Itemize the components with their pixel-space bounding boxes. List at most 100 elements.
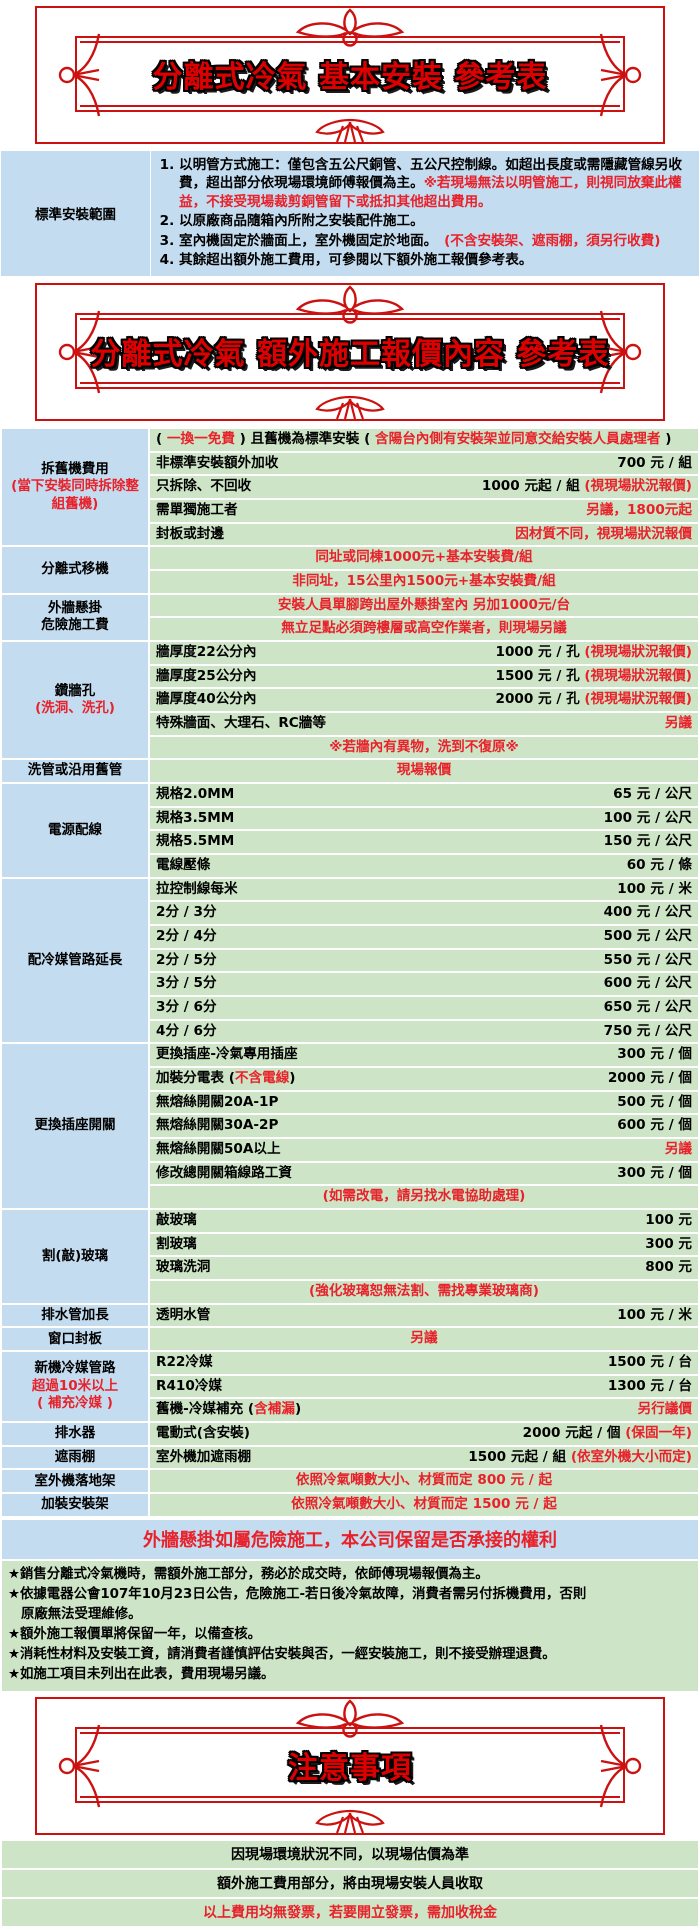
item-name: 電動式(含安裝) (156, 1425, 250, 1442)
item-name: 透明水管 (156, 1306, 211, 1323)
table-row: 加裝安裝架 依照冷氣噸數大小、材質而定 1500 元 / 起 (2, 1494, 698, 1516)
price-item-cell: 2分 / 3分 400 元 / 公尺 (150, 902, 698, 925)
category-cell: 割(敲)玻璃 (2, 1210, 148, 1303)
banner-basic-install-title: 分離式冷氣 基本安裝 參考表 (152, 60, 548, 95)
price-item-cell: 2分 / 4分 500 元 / 公尺 (150, 926, 698, 948)
table-row: 拆舊機費用 (當下安裝同時拆除整組舊機)( 一換一免費 ) 且舊機為標準安裝 ( … (2, 428, 698, 546)
item-name: 電線壓條 (156, 857, 211, 873)
extra-work-price-table: 拆舊機費用 (當下安裝同時拆除整組舊機)( 一換一免費 ) 且舊機為標準安裝 ( … (0, 427, 700, 1518)
category-sublabel: 超過10米以上 (31, 1377, 119, 1394)
item-name: 更換插座-冷氣專用插座 (156, 1046, 298, 1063)
mixed-segment: 一換一免費 (166, 430, 235, 447)
item-price-note: (視現場狀況報價) (584, 691, 692, 708)
item-name: 3分 / 5分 (156, 975, 217, 992)
footnote-line: ★依據電器公會107年10月23日公告，危險施工-若日後冷氣故障，消費者需另付拆… (8, 1586, 587, 1602)
price-note-cell: (如需改電，請另找水電協助處理) (150, 1186, 698, 1209)
price-item-cell: 特殊牆面、大理石、RC牆等 另議 (150, 712, 698, 735)
category-sublabel: (當下安裝同時拆除整組舊機) (11, 478, 139, 512)
category-cell: 加裝安裝架 (2, 1494, 148, 1516)
category-label: 加裝安裝架 (41, 1496, 109, 1513)
table-row: 割玻璃 300 元 (2, 1233, 698, 1256)
price-note-cell: 同址或同棟1000元+基本安裝費/組 (150, 547, 698, 569)
table-row: 舊機-冷媒補充 (含補漏) 另行議價 (2, 1399, 698, 1422)
price-item-cell: 割玻璃 300 元 (150, 1233, 698, 1256)
item-price: 500 元 / 公尺 (603, 928, 692, 945)
item-name: 修改總開關箱線路工資 (156, 1164, 292, 1181)
price-item-cell: 電線壓條 60 元 / 條 (150, 855, 698, 877)
item-name: 加裝分電表 ( (156, 1070, 235, 1087)
table-row: 需單獨施工者 另議，1800元起 (2, 499, 698, 522)
item-price: 300 元 (645, 1235, 692, 1252)
category-cell: 電源配線 (2, 783, 148, 877)
item-name: 敲玻璃 (156, 1212, 197, 1229)
category-cell: 洗管或沿用舊管 (2, 760, 148, 782)
table-row: 更換插座開關 更換插座-冷氣專用插座 300 元 / 個 (2, 1044, 698, 1209)
price-item-cell: 無熔絲開關30A-2P 600 元 / 個 (150, 1115, 698, 1138)
category-label: 排水管加長 (41, 1306, 109, 1323)
standard-install-table: 標準安裝範圍 以明管方式施工：僅包含五公尺銅管、五公尺控制線。如超出長度或需隱藏… (0, 150, 700, 277)
banner-inner-frame: 注意事項 (75, 1727, 625, 1803)
notice-row: 額外施工費用部分，將由現場安裝人員收取 (2, 1870, 698, 1897)
mixed-segment: 含陽台內側有安裝架並同意交給安裝人員處理者 (375, 430, 661, 447)
item-price: 800 元 (645, 1259, 692, 1276)
price-item-cell: 封板或封邊 因材質不同，視現場狀況報價 (150, 523, 698, 546)
item-price: 另議 (664, 714, 692, 731)
category-label: 新機冷媒管路 (34, 1360, 116, 1377)
category-cell: 拆舊機費用 (當下安裝同時拆除整組舊機) (2, 428, 148, 546)
footnote-line: ★如施工項目未列出在此表，費用現場另議。 (8, 1666, 275, 1682)
table-row: 4分 / 6分 750 元 / 公尺 (2, 1020, 698, 1043)
danger-work-warning-bar: 外牆懸掛如屬危險施工，本公司保留是否承接的權利 (2, 1519, 698, 1559)
table-row: 無熔絲開關20A-1P 500 元 / 個 (2, 1091, 698, 1114)
category-label: 分離式移機 (41, 561, 109, 578)
item-price: 1500 元 / 孔 (視現場狀況報價) (495, 667, 692, 684)
item-name: 牆厚度25公分內 (156, 667, 257, 684)
price-item-cell: 電動式(含安裝) 2000 元起 / 個 (保固一年) (150, 1423, 698, 1445)
standard-install-item-note: (不含安裝架、遮雨棚，須另行收費) (444, 232, 661, 249)
banner-extra-quote: 分離式冷氣 額外施工報價內容 參考表 (35, 282, 665, 421)
table-row: 玻璃洗洞 800 元 (2, 1257, 698, 1280)
item-price: 750 元 / 公尺 (603, 1022, 692, 1039)
price-note-cell: 非同址，15公里內1500元+基本安裝費/組 (150, 570, 698, 593)
item-name: 牆厚度22公分內 (156, 643, 257, 660)
price-item-cell: 2分 / 5分 550 元 / 公尺 (150, 949, 698, 972)
table-row: 無熔絲開關30A-2P 600 元 / 個 (2, 1115, 698, 1138)
item-price: 150 元 / 公尺 (603, 833, 692, 850)
table-row: 無立足點必須跨樓層或高空作業者，則現場另議 (2, 618, 698, 640)
price-item-cell: 規格2.0MM 65 元 / 公尺 (150, 783, 698, 806)
item-name: 規格2.0MM (156, 785, 235, 802)
standard-install-item-text: 其餘超出額外施工費用，可參閱以下額外施工報價參考表。 (179, 252, 533, 269)
category-cell: 遮雨棚 (2, 1446, 148, 1469)
table-row: 修改總開關箱線路工資 300 元 / 個 (2, 1162, 698, 1185)
item-name: 玻璃洗洞 (156, 1259, 211, 1276)
table-row: 加裝分電表 (不含電線) 2000 元 / 個 (2, 1068, 698, 1090)
category-label: 排水器 (54, 1425, 96, 1442)
item-name: 舊機-冷媒補充 ( (156, 1401, 255, 1418)
price-note-cell: 現場報價 (150, 760, 698, 782)
table-row: 規格5.5MM 150 元 / 公尺 (2, 831, 698, 853)
category-label: 窗口封板 (48, 1330, 102, 1347)
notice-row: 以上費用均無發票，若要開立發票，需加收稅金 (2, 1899, 698, 1926)
banner-extra-quote-title: 分離式冷氣 額外施工報價內容 參考表 (90, 336, 610, 372)
table-row: R410冷媒 1300 元 / 台 (2, 1375, 698, 1398)
category-sublabel: 危險施工費 (41, 617, 109, 634)
category-cell: 排水器 (2, 1423, 148, 1445)
item-name: 2分 / 4分 (156, 928, 217, 945)
item-name: 拉控制線每米 (156, 880, 238, 897)
price-item-cell: 拉控制線每米 100 元 / 米 (150, 878, 698, 901)
price-item-cell: 牆厚度25公分內 1500 元 / 孔 (視現場狀況報價) (150, 665, 698, 688)
item-price-note: (保固一年) (625, 1425, 692, 1442)
item-price: 400 元 / 公尺 (603, 904, 692, 921)
item-price: 1500 元起 / 組 (依室外機大小而定) (468, 1448, 692, 1465)
item-name: 室外機加遮雨棚 (156, 1448, 252, 1465)
item-name: 規格3.5MM (156, 809, 235, 826)
category-cell: 室外機落地架 (2, 1470, 148, 1493)
price-item-cell: 修改總開關箱線路工資 300 元 / 個 (150, 1162, 698, 1185)
mixed-segment: ( (156, 430, 167, 447)
price-item-cell: 透明水管 100 元 / 米 (150, 1304, 698, 1327)
item-price: 1000 元起 / 組 (視現場狀況報價) (481, 478, 692, 495)
category-label: 割(敲)玻璃 (41, 1247, 109, 1264)
ornament-bottom-icon (315, 395, 385, 420)
item-price: 100 元 / 米 (617, 1306, 692, 1323)
item-price-note: (視現場狀況報價) (584, 478, 692, 495)
ornament-bottom-icon (315, 118, 385, 143)
